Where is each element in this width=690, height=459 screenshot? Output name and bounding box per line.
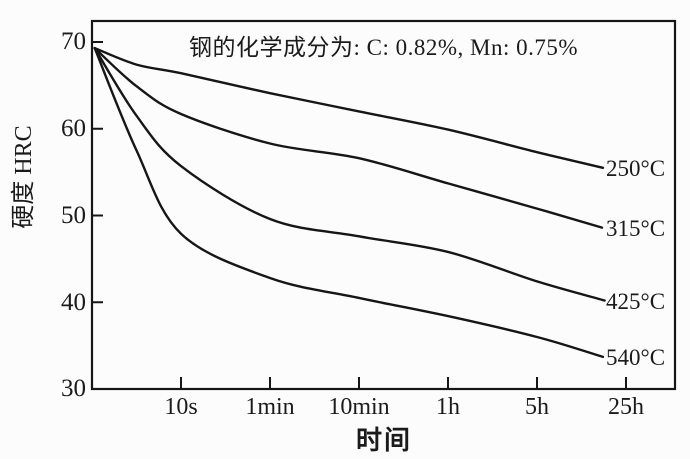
hardness-curves	[93, 46, 606, 359]
axis-ticks	[92, 41, 627, 389]
x-tick-label-5h: 5h	[525, 394, 549, 420]
curve-label-540c: 540°C	[606, 344, 666, 370]
y-tick-label-30: 30	[61, 375, 86, 402]
y-tick-label-50: 50	[61, 202, 86, 229]
y-tick-label-70: 70	[61, 28, 86, 55]
y-axis-title: 硬度 HRC	[11, 125, 37, 229]
y-tick-label-60: 60	[61, 115, 86, 142]
plot-frame	[90, 19, 677, 391]
curve-label-315c: 315°C	[606, 215, 666, 241]
curve-label-425c: 425°C	[606, 288, 666, 314]
curve-250c	[93, 46, 605, 169]
curve-425c	[93, 46, 606, 302]
x-axis-title: 时间	[355, 426, 412, 455]
x-tick-label-1min: 1min	[245, 394, 295, 420]
y-tick-label-40: 40	[61, 289, 86, 316]
x-tick-label-10s: 10s	[164, 394, 198, 420]
x-tick-label-10min: 10min	[328, 394, 390, 420]
x-tick-label-1h: 1h	[436, 394, 460, 420]
curve-540c	[93, 46, 605, 359]
curve-315c	[93, 46, 604, 229]
curve-label-250c: 250°C	[606, 155, 666, 181]
chart-title: 钢的化学成分为: C: 0.82%, Mn: 0.75%	[188, 35, 579, 60]
x-tick-label-25h: 25h	[608, 394, 644, 420]
